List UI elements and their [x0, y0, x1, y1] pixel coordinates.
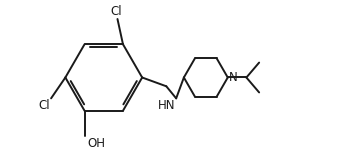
Text: Cl: Cl [111, 5, 122, 18]
Text: HN: HN [158, 99, 176, 112]
Text: Cl: Cl [38, 100, 50, 112]
Text: OH: OH [87, 137, 105, 150]
Text: N: N [229, 71, 238, 84]
